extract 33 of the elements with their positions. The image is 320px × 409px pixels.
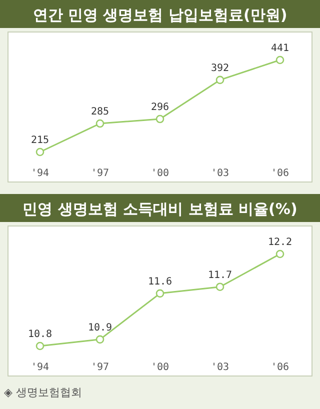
data-label: 285: [90, 106, 110, 118]
point: [216, 282, 224, 292]
x-tick-label: '03: [210, 362, 230, 373]
x-tick-label: '97: [90, 168, 110, 179]
data-label: 11.6: [148, 276, 172, 288]
point: [276, 56, 284, 64]
point: [156, 114, 164, 124]
point: [96, 335, 104, 344]
data-label: 11.7: [208, 270, 232, 281]
chart-title: 연간 민영 생명보험 납입보험료(만원): [32, 6, 288, 24]
point: [96, 119, 104, 128]
x-tick-label: '94: [30, 362, 50, 373]
data-label: 12.2: [268, 237, 292, 248]
data-label: 441: [270, 43, 290, 54]
point: [216, 76, 224, 84]
data-label: 10.9: [88, 322, 112, 334]
point: [36, 342, 44, 350]
point: [276, 250, 284, 258]
x-tick-label: '94: [30, 168, 50, 179]
x-tick-label: '97: [90, 362, 110, 373]
x-tick-label: '06: [270, 362, 290, 373]
data-label: 215: [30, 135, 50, 146]
x-tick-label: '06: [270, 168, 290, 179]
data-label: 10.8: [28, 329, 52, 340]
data-label: 392: [210, 62, 230, 74]
point: [156, 289, 164, 298]
point: [36, 148, 44, 156]
chart-title: 민영 생명보험 소득대비 보험료 비율(%): [22, 200, 298, 218]
x-tick-label: '03: [210, 168, 230, 179]
x-tick-label: '00: [150, 362, 170, 373]
data-label: 296: [150, 102, 170, 114]
text: ◈ 생명보험협회: [4, 386, 82, 399]
x-tick-label: '00: [150, 168, 170, 179]
